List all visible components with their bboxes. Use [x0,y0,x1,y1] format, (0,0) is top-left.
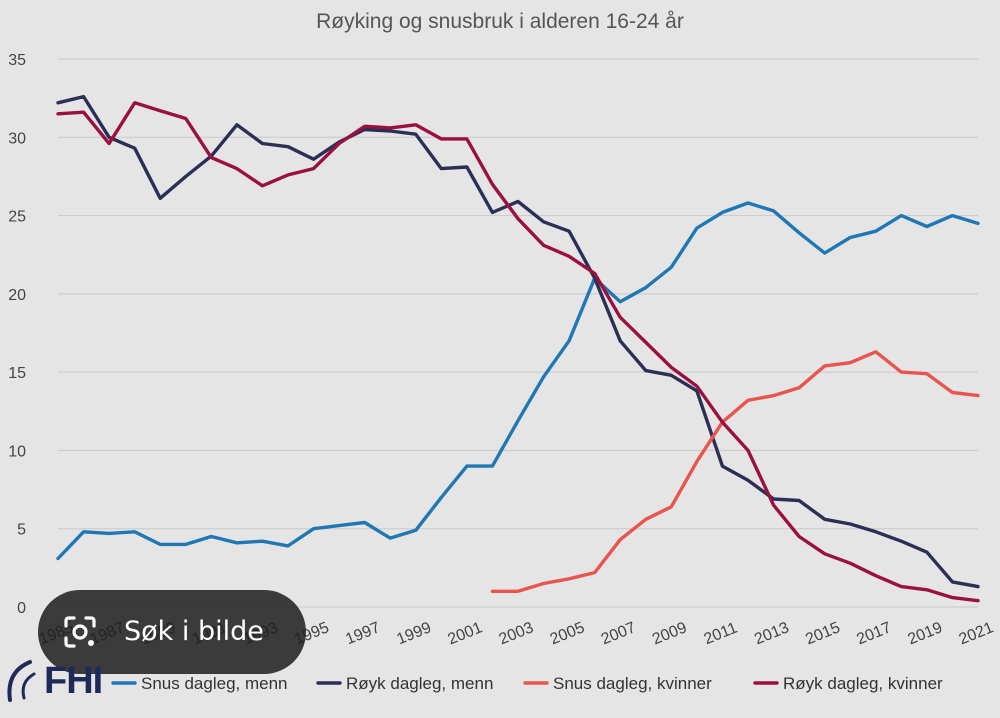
legend-label: Røyk dagleg, menn [346,674,493,693]
y-axis-ticks: 0 5 10 15 20 25 30 35 [8,52,26,617]
lens-icon [64,616,96,648]
x-tick-label: 2015 [803,619,842,648]
search-image-button[interactable]: Søk i bilde [38,590,306,674]
search-image-label: Søk i bilde [124,616,264,647]
x-tick-label: 2011 [702,619,740,648]
series-lines [56,94,980,603]
legend: Snus dagleg, menn Røyk dagleg, menn Snus d… [111,674,943,693]
series-line-2 [490,350,980,593]
fhi-logo: FHI [0,654,110,708]
x-tick-label: 2013 [752,619,791,648]
x-tick-label: 2019 [906,619,945,648]
fhi-logo-text: FHI [44,660,103,702]
x-tick-label: 2021 [957,619,996,648]
series-line-0 [56,201,980,561]
legend-label: Røyk dagleg, kvinner [783,674,943,693]
x-tick-label: 2017 [854,619,893,648]
y-tick-label: 35 [8,52,26,69]
y-tick-label: 10 [8,443,26,460]
y-tick-label: 15 [8,365,26,382]
chart-title: Røyking og snusbruk i alderen 16-24 år [316,10,684,33]
x-tick-label: 2009 [650,619,689,648]
x-tick-label: 2007 [599,619,638,648]
x-tick-label: 2005 [548,619,587,648]
series-line-1 [56,94,980,589]
x-tick-label: 1999 [394,619,433,648]
x-tick-label: 2001 [446,619,485,648]
y-tick-label: 25 [8,209,26,226]
fhi-mark-icon [7,660,36,702]
legend-label: Snus dagleg, kvinner [553,674,712,693]
y-tick-label: 5 [17,522,26,539]
y-tick-label: 20 [8,287,26,304]
x-tick-label: 1997 [343,619,382,648]
series-line-3 [56,101,980,603]
legend-label: Snus dagleg, menn [141,674,288,693]
y-tick-label: 30 [8,130,26,147]
x-tick-label: 2003 [497,619,536,648]
grid [58,58,978,608]
y-tick-label: 0 [17,600,26,617]
